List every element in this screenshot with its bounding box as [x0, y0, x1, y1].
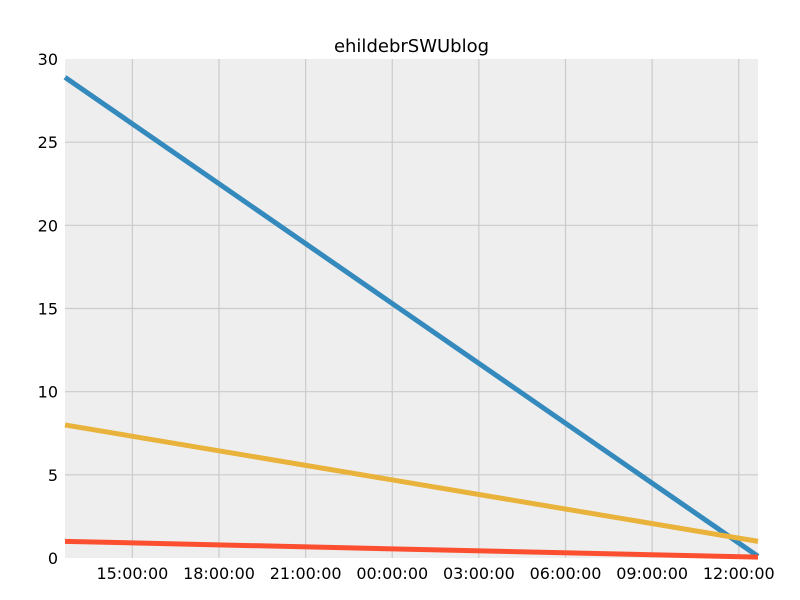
x-tick-label: 06:00:00	[530, 564, 602, 583]
x-tick-label: 00:00:00	[356, 564, 428, 583]
series-line-1	[63, 75, 760, 559]
x-tick-label: 18:00:00	[183, 564, 255, 583]
x-tick-label: 15:00:00	[96, 564, 168, 583]
chart-title: ehildebrSWUblog	[334, 36, 489, 57]
series-line-2	[64, 422, 759, 544]
y-axis-ticks: 0 5 10 15 20 25 30	[38, 50, 58, 568]
series-line-3	[64, 538, 759, 560]
y-tick-label: 5	[48, 466, 58, 485]
y-tick-label: 0	[48, 549, 58, 568]
grid-lines	[65, 59, 758, 558]
y-tick-label: 15	[38, 300, 58, 319]
x-tick-label: 03:00:00	[443, 564, 515, 583]
x-tick-label: 09:00:00	[616, 564, 688, 583]
y-tick-label: 10	[38, 383, 58, 402]
y-tick-label: 25	[38, 133, 58, 152]
series-lines	[63, 75, 760, 560]
x-tick-label: 21:00:00	[270, 564, 342, 583]
x-tick-label: 12:00:00	[703, 564, 775, 583]
x-axis-ticks: 15:00:00 18:00:00 21:00:00 00:00:00 03:00:00…	[96, 564, 774, 583]
y-tick-label: 20	[38, 216, 58, 235]
y-tick-label: 30	[38, 50, 58, 69]
